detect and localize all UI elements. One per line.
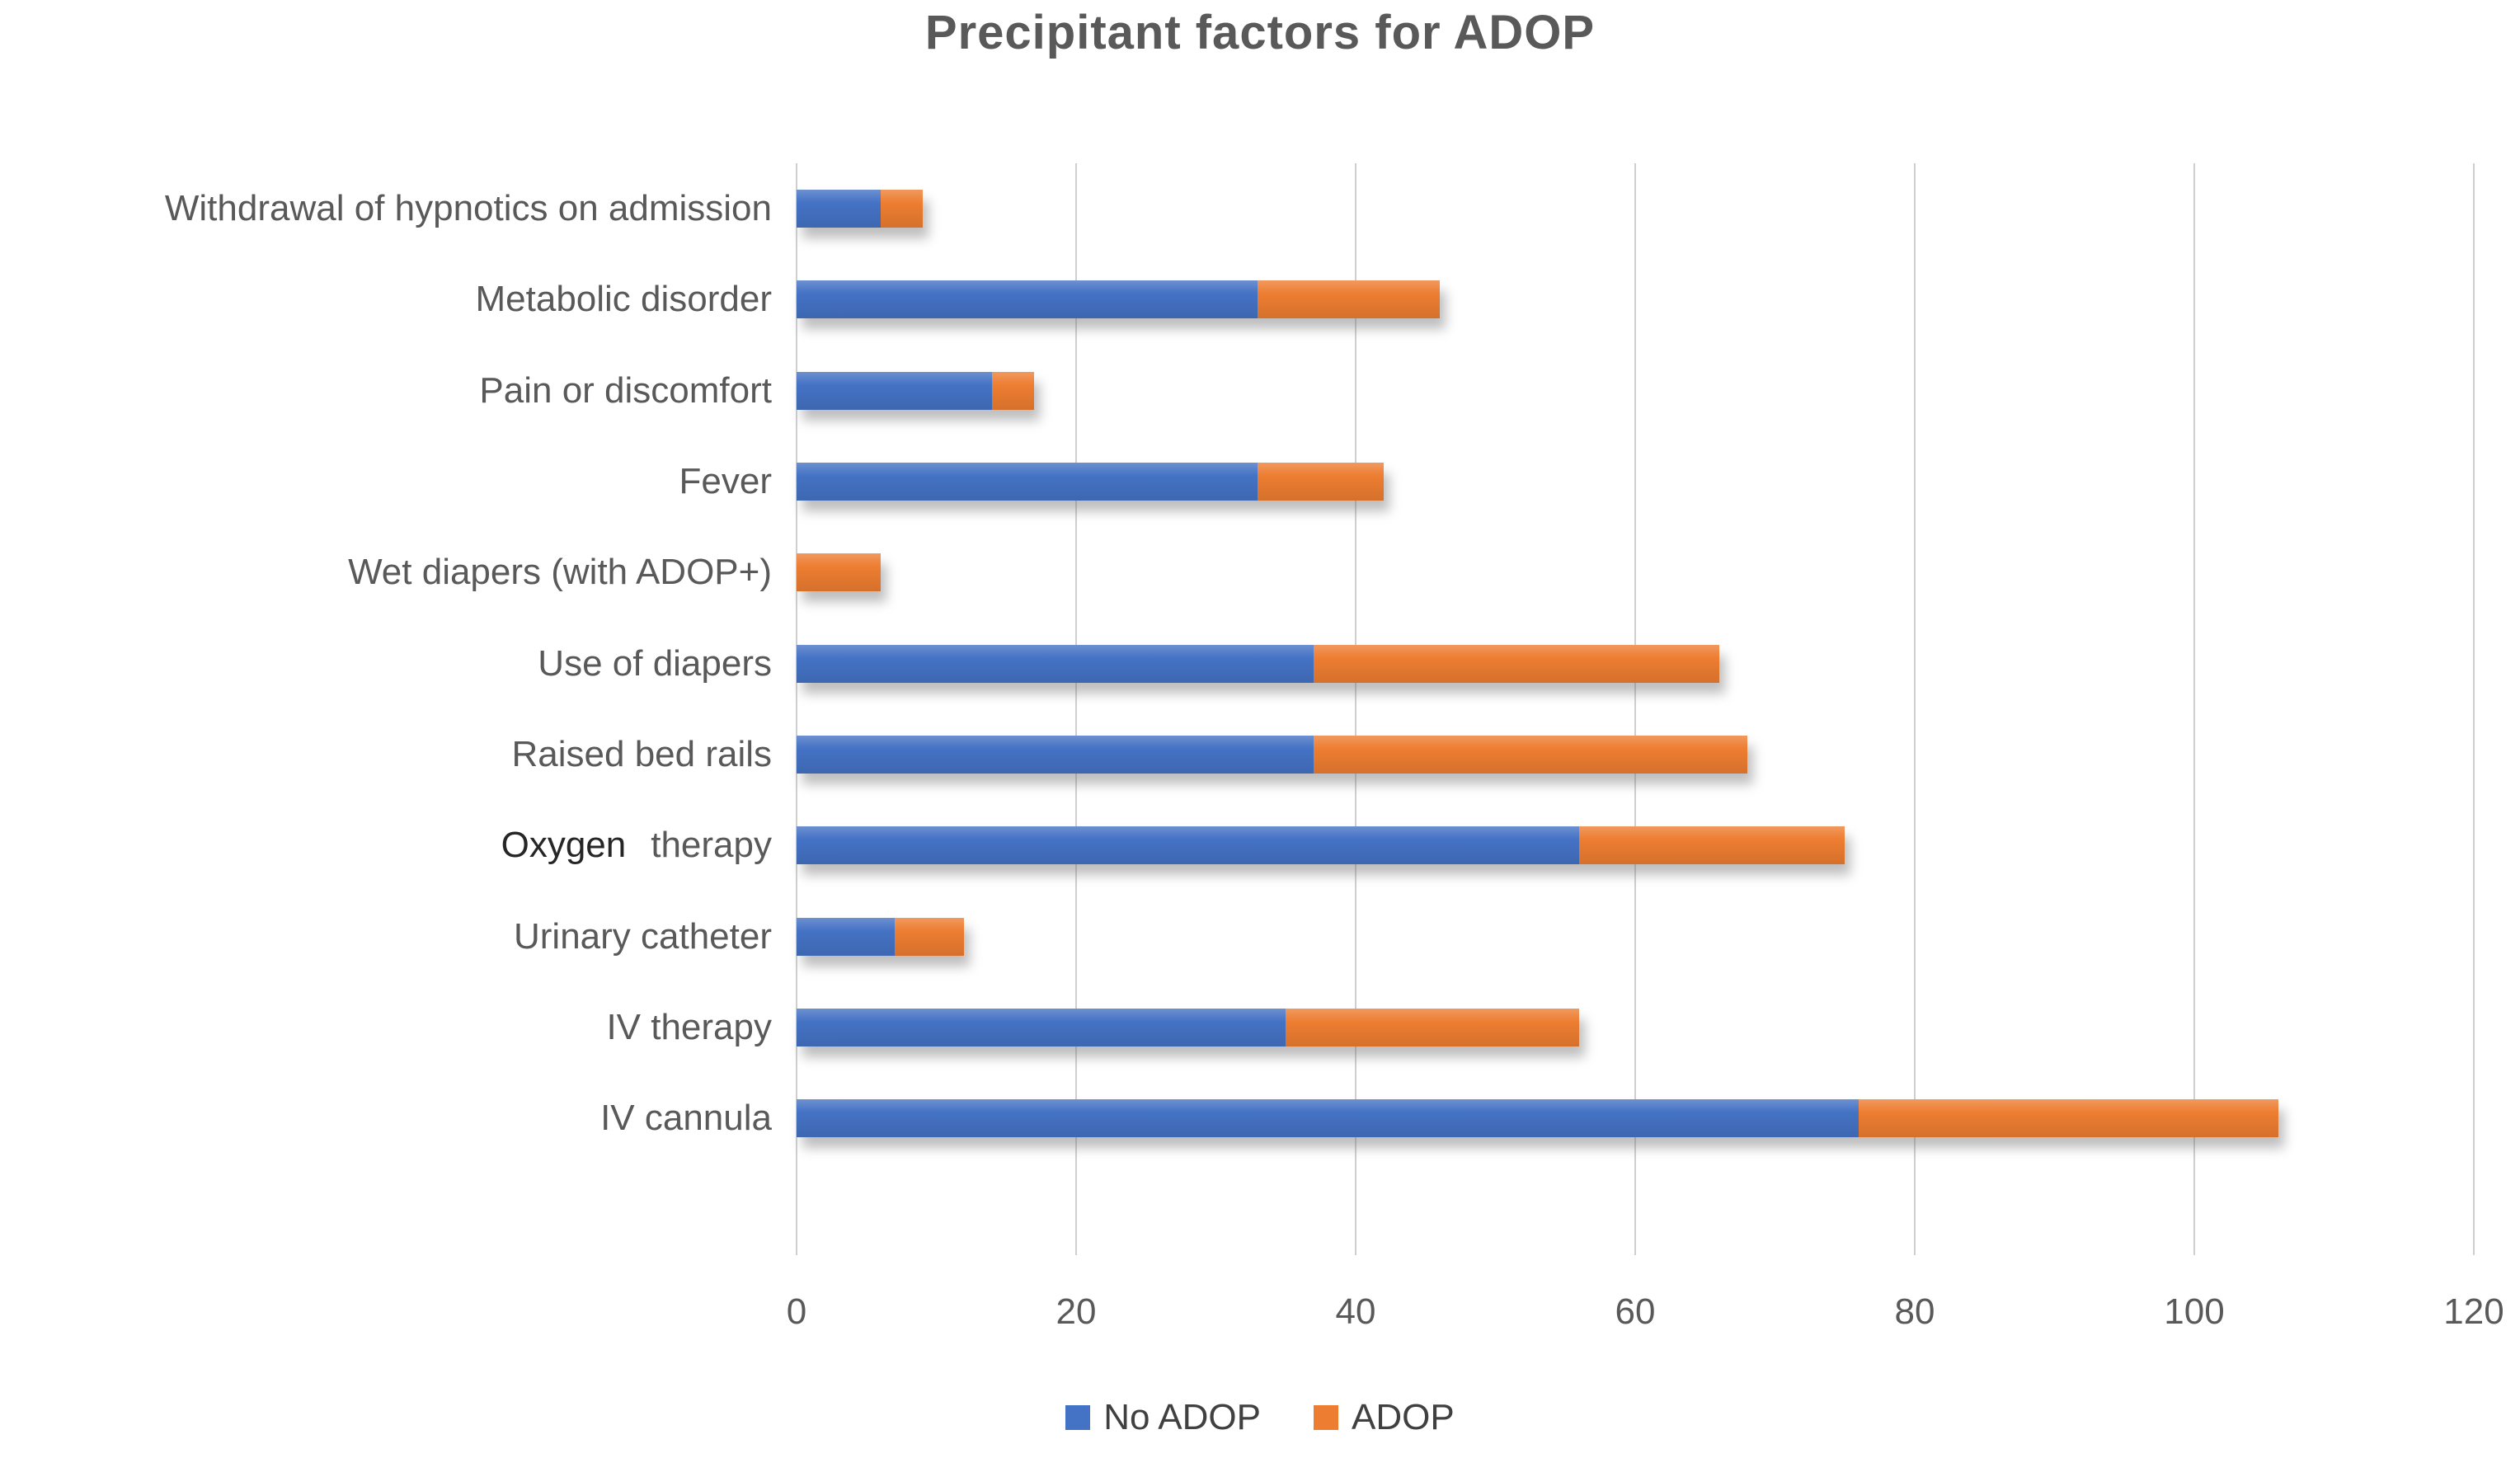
stacked-bar bbox=[797, 826, 2474, 865]
legend-item: ADOP bbox=[1314, 1397, 1455, 1438]
legend-item: No ADOP bbox=[1065, 1397, 1261, 1438]
bar-row: IV cannula bbox=[0, 1073, 2474, 1164]
bar-track bbox=[797, 436, 2474, 527]
category-label: Fever bbox=[679, 461, 772, 502]
gridline bbox=[1634, 163, 1636, 1255]
bar-segment-no-adop bbox=[797, 190, 881, 228]
bar-row: Wet diapers (with ADOP+) bbox=[0, 527, 2474, 618]
bar-track bbox=[797, 527, 2474, 618]
category-label: Pain or discomfort bbox=[479, 369, 772, 411]
bar-segment-adop bbox=[1859, 1099, 2278, 1138]
bar-segment-no-adop bbox=[797, 463, 1258, 501]
gridline bbox=[2193, 163, 2195, 1255]
bar-segment-no-adop bbox=[797, 371, 993, 410]
x-axis-tick-labels: 0 20 40 60 80 100 120 bbox=[787, 1291, 2504, 1341]
bar-segment-adop bbox=[992, 371, 1035, 410]
category-label: Oxygen therapy bbox=[0, 825, 797, 866]
bar-segment-adop bbox=[894, 917, 965, 956]
stacked-bar bbox=[797, 1009, 2474, 1047]
bar-row: Withdrawal of hypnotics on admission bbox=[0, 163, 2474, 254]
gridline bbox=[796, 163, 797, 1255]
bar-row: Fever bbox=[0, 436, 2474, 527]
category-label: Wet diapers (with ADOP+) bbox=[348, 552, 772, 593]
bar-segment-adop bbox=[1258, 463, 1384, 501]
bar-track bbox=[797, 709, 2474, 800]
bar-track bbox=[797, 163, 2474, 254]
category-label: IV therapy bbox=[606, 1007, 772, 1048]
bar-row: Urinary catheter bbox=[0, 891, 2474, 982]
stacked-bar bbox=[797, 463, 2474, 501]
bar-segment-adop bbox=[880, 190, 923, 228]
bar-segment-adop bbox=[1286, 1009, 1580, 1047]
x-tick-label: 0 bbox=[786, 1291, 807, 1332]
bar-segment-adop bbox=[797, 553, 881, 592]
x-tick-label: 20 bbox=[1055, 1291, 1097, 1332]
bar-segment-adop bbox=[1579, 826, 1845, 865]
legend-swatch-no-adop bbox=[1065, 1405, 1091, 1430]
bar-row: Raised bed rails bbox=[0, 709, 2474, 800]
rows-layer: Withdrawal of hypnotics on admission Meta… bbox=[0, 163, 2474, 1255]
x-tick-label: 120 bbox=[2443, 1291, 2504, 1332]
bar-track bbox=[797, 346, 2474, 436]
legend-swatch-adop bbox=[1314, 1405, 1339, 1430]
category-label: IV cannula bbox=[600, 1098, 772, 1139]
bar-segment-adop bbox=[1314, 644, 1719, 683]
legend-label: No ADOP bbox=[1103, 1397, 1262, 1437]
bar-track bbox=[797, 1073, 2474, 1164]
bar-row: Use of diapers bbox=[0, 618, 2474, 709]
bar-segment-no-adop bbox=[797, 826, 1580, 865]
gridline bbox=[1914, 163, 1916, 1255]
stacked-bar bbox=[797, 553, 2474, 592]
bar-segment-no-adop bbox=[797, 1009, 1286, 1047]
gridline bbox=[2473, 163, 2475, 1255]
bar-track bbox=[797, 618, 2474, 709]
bar-row: IV therapy bbox=[0, 982, 2474, 1073]
bar-segment-no-adop bbox=[797, 917, 895, 956]
category-label: Withdrawal of hypnotics on admission bbox=[164, 188, 772, 229]
legend-label: ADOP bbox=[1352, 1397, 1455, 1437]
category-label: Raised bed rails bbox=[511, 734, 773, 775]
bar-track bbox=[797, 982, 2474, 1073]
gridline bbox=[1355, 163, 1356, 1255]
bar-row: Metabolic disorder bbox=[0, 254, 2474, 345]
x-tick-label: 80 bbox=[1894, 1291, 1935, 1332]
stacked-bar bbox=[797, 1099, 2474, 1138]
x-tick-label: 100 bbox=[2164, 1291, 2225, 1332]
bar-segment-no-adop bbox=[797, 280, 1258, 319]
x-tick-label: 40 bbox=[1335, 1291, 1376, 1332]
chart-title: Precipitant factors for ADOP bbox=[924, 6, 1596, 59]
stacked-bar bbox=[797, 280, 2474, 319]
bar-row: Oxygen therapy bbox=[0, 800, 2474, 891]
stacked-bar bbox=[797, 371, 2474, 410]
bar-row: Pain or discomfort bbox=[0, 346, 2474, 436]
category-label-part: Oxygen bbox=[501, 825, 627, 866]
category-label: Urinary catheter bbox=[513, 915, 772, 957]
bar-segment-no-adop bbox=[797, 736, 1314, 774]
category-label-part: therapy bbox=[651, 825, 772, 866]
stacked-bar bbox=[797, 190, 2474, 228]
gridlines-layer bbox=[796, 163, 2475, 1255]
bar-segment-no-adop bbox=[797, 1099, 1859, 1138]
category-label: Use of diapers bbox=[538, 642, 772, 684]
legend: No ADOP ADOP bbox=[0, 1397, 2520, 1438]
bar-segment-adop bbox=[1314, 736, 1747, 774]
x-tick-label: 60 bbox=[1615, 1291, 1656, 1332]
bar-track bbox=[797, 891, 2474, 982]
stacked-bar bbox=[797, 644, 2474, 683]
stacked-bar bbox=[797, 736, 2474, 774]
bar-segment-no-adop bbox=[797, 644, 1314, 683]
empty-row-spacer bbox=[0, 1164, 2474, 1255]
bar-segment-adop bbox=[1258, 280, 1440, 319]
category-label: Metabolic disorder bbox=[475, 279, 773, 320]
gridline bbox=[1075, 163, 1077, 1255]
bar-track bbox=[797, 254, 2474, 345]
bar-track bbox=[797, 800, 2474, 891]
stacked-bar bbox=[797, 917, 2474, 956]
